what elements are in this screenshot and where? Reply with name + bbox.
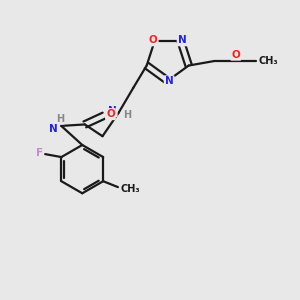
Text: H: H (56, 113, 64, 124)
Text: O: O (106, 109, 115, 119)
Text: O: O (149, 35, 158, 45)
Text: H: H (123, 110, 131, 120)
Text: N: N (178, 35, 187, 45)
Text: CH₃: CH₃ (121, 184, 140, 194)
Text: F: F (36, 148, 43, 158)
Text: N: N (108, 106, 117, 116)
Text: N: N (165, 76, 173, 86)
Text: CH₃: CH₃ (259, 56, 279, 66)
Text: N: N (49, 124, 57, 134)
Text: O: O (231, 50, 240, 60)
